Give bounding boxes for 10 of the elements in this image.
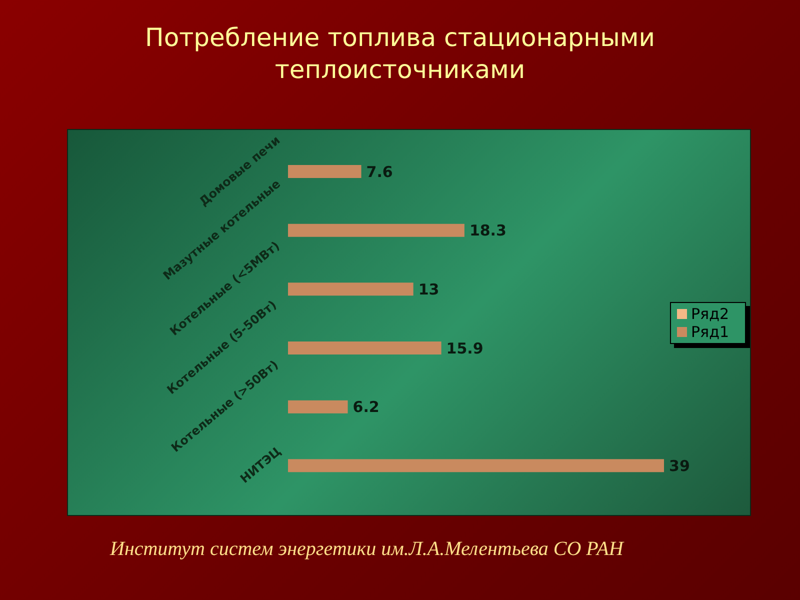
text: Институт систем энергетики им.Л.А.Мелентьева СО РАН [110, 538, 624, 561]
data-label: 18.3 [469, 222, 506, 240]
data-label: 7.6 [366, 162, 393, 181]
chart-title: Потребление топлива стационарными теплоисточниками [144, 22, 656, 86]
legend-label: Ряд2 [691, 304, 729, 322]
data-label: 6.2 [352, 398, 380, 416]
data-label: 39 [669, 456, 690, 475]
legend-label: Ряд1 [691, 322, 729, 340]
data-label: 13 [418, 280, 440, 298]
data-label: 15.9 [446, 339, 484, 358]
